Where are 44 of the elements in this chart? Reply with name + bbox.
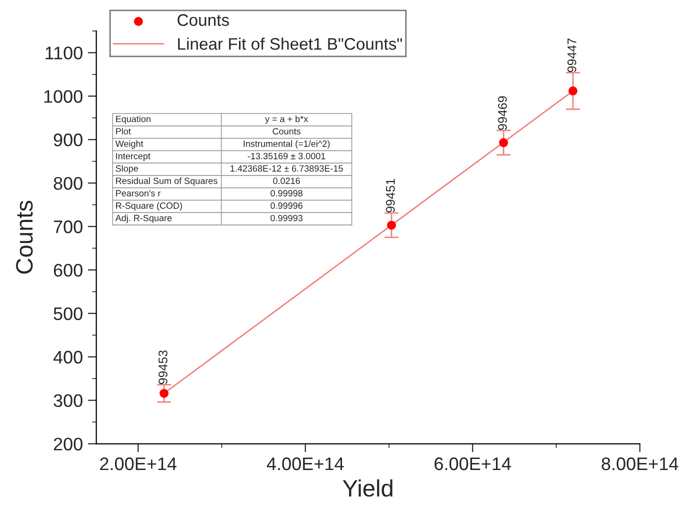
- y-axis-title: Counts: [16, 200, 33, 274]
- y-tick-label: 400: [53, 350, 82, 364]
- annotation: Intercept: [116, 152, 150, 162]
- y-tick-label: 200: [54, 438, 82, 450]
- annotation: 99447: [567, 38, 576, 72]
- annotation: 0.0216: [273, 178, 300, 184]
- y-tick-label: 700: [54, 220, 82, 234]
- annotation: 0.99996: [270, 202, 302, 209]
- y-tick-label: 600: [54, 264, 82, 277]
- annotation: Adj. R-Square: [115, 214, 172, 223]
- annotation: Pearson's r: [116, 190, 161, 196]
- annotation: R-Square (COD): [116, 202, 182, 211]
- y-tick-label: 500: [54, 307, 82, 320]
- annotation: 0.99993: [270, 214, 302, 222]
- point: [499, 138, 508, 148]
- annotation: Slope: [116, 165, 138, 174]
- x-tick-label: 4.00E+14: [266, 457, 344, 470]
- annotation: 1.42368E-12 ± 6.73893E-15: [230, 165, 343, 172]
- x-tick-label: 2.00E+14: [100, 457, 177, 470]
- annotation: 99451: [386, 178, 395, 212]
- y-tick-label: 900: [54, 134, 82, 146]
- y-tick-label: 800: [54, 176, 82, 190]
- point: [568, 86, 578, 96]
- annotation: Plot: [116, 128, 131, 135]
- annotation: -13.35169 ± 3.0001: [248, 152, 326, 160]
- annotation: Counts: [272, 128, 301, 135]
- point: [386, 220, 396, 230]
- annotation: Equation: [116, 116, 150, 124]
- legend-label: Counts: [178, 14, 229, 26]
- annotation: Weight: [115, 140, 144, 149]
- annotation: 0.99998: [270, 190, 302, 196]
- y-tick-label: 300: [54, 394, 82, 408]
- annotation: Instrumental (=1/ei^2): [244, 140, 330, 149]
- x-tick-label: 8.00E+14: [602, 457, 678, 470]
- legend-label: Linear Fit of Sheet1 B"Counts": [178, 38, 402, 50]
- annotation: 99469: [498, 96, 507, 130]
- x-tick-label: 6.00E+14: [434, 457, 511, 470]
- annotation: y = a + b*x: [264, 116, 308, 124]
- x-axis-title: Yield: [342, 479, 392, 497]
- y-tick-label: 1100: [46, 46, 82, 60]
- annotation: Residual Sum of Squares: [116, 177, 218, 186]
- annotation: 99453: [158, 350, 168, 384]
- y-tick-label: 1000: [44, 90, 82, 103]
- point: [160, 388, 169, 398]
